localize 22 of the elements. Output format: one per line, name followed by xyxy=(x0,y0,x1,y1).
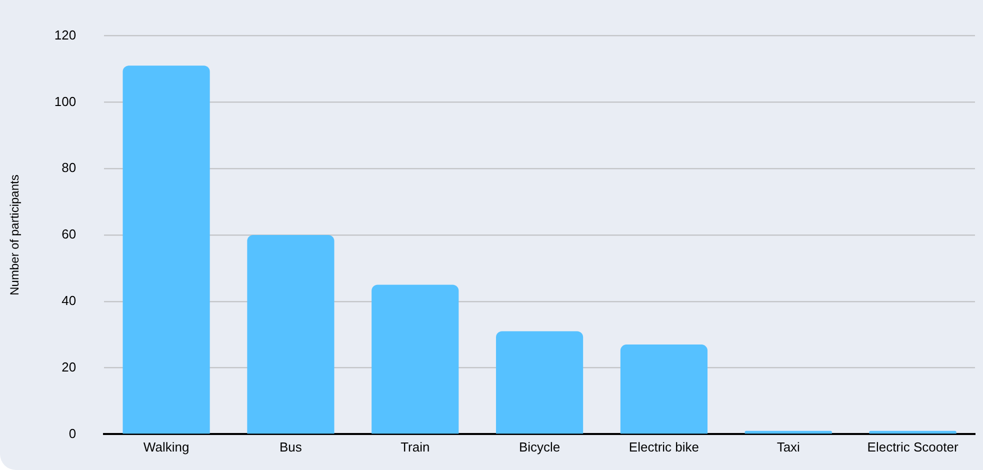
y-tick-label: 20 xyxy=(62,359,76,374)
y-axis-title: Number of participants xyxy=(8,174,22,296)
y-tick-label: 100 xyxy=(54,94,76,109)
bar xyxy=(869,430,956,434)
x-tick-label: Electric Scooter xyxy=(867,440,959,455)
bar xyxy=(496,331,584,434)
x-tick-label: Taxi xyxy=(776,440,800,455)
x-tick-label: Walking xyxy=(143,440,190,455)
bar xyxy=(620,344,708,434)
bar xyxy=(247,235,334,434)
y-tick-label: 0 xyxy=(68,426,76,441)
bar xyxy=(372,284,459,434)
bar xyxy=(744,430,832,434)
x-tick-label: Bicycle xyxy=(518,440,560,455)
x-tick-label: Train xyxy=(400,440,430,455)
y-tick-label: 80 xyxy=(62,160,76,176)
y-tick-label: 120 xyxy=(54,27,76,42)
x-tick-label: Electric bike xyxy=(628,440,699,455)
y-tick-label: 40 xyxy=(62,292,76,308)
x-tick-label: Bus xyxy=(280,440,302,455)
bar xyxy=(122,66,210,434)
y-tick-label: 60 xyxy=(62,226,76,242)
